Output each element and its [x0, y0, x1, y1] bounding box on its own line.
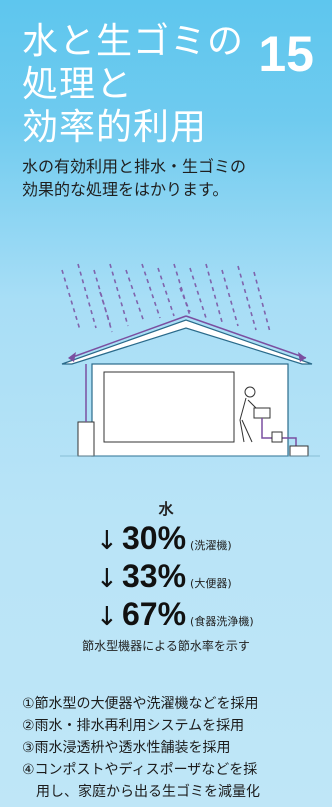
- measure-item-3: ③雨水浸透枡や透水性舗装を採用: [22, 740, 231, 756]
- rates-caption: 節水型機器による節水率を示す: [82, 639, 250, 653]
- title-line-2: 処理と: [22, 64, 134, 105]
- down-arrow-icon: ↓: [96, 602, 118, 632]
- rate-label: (大便器): [190, 577, 232, 590]
- description-line-1: 水の有効利用と排水・生ゴミの: [22, 157, 247, 176]
- title-line-3: 効率的利用: [22, 107, 208, 148]
- rate-value: 33%: [122, 558, 187, 594]
- rate-row-washing-machine: ↓ 30% (洗濯機): [96, 520, 254, 558]
- rate-row-dishwasher: ↓ 67% (食器洗浄機): [96, 596, 254, 634]
- measure-item-4-line-1: ④コンポストやディスポーザなどを採: [22, 762, 258, 778]
- measure-item-2: ②雨水・排水再利用システムを採用: [22, 718, 245, 734]
- water-saving-rates: ↓ 30% (洗濯機) ↓ 33% (大便器) ↓ 67% (食器洗浄機): [96, 520, 254, 634]
- measure-item-1: ①節水型の大便器や洗濯機などを採用: [22, 696, 259, 712]
- rain-tank: [77, 421, 95, 457]
- house-rain-illustration: [60, 263, 320, 457]
- person-icon: [239, 386, 271, 443]
- description-line-2: 効果的な処理をはかります。: [22, 180, 229, 199]
- page-title: 水と生ゴミの 処理と 効率的利用: [22, 20, 262, 149]
- down-arrow-icon: ↓: [96, 564, 118, 594]
- rate-label: (食器洗浄機): [190, 615, 254, 628]
- rain-streaks: [61, 263, 271, 333]
- rate-row-toilet: ↓ 33% (大便器): [96, 558, 254, 596]
- description: 水の有効利用と排水・生ゴミの 効果的な処理をはかります。: [22, 155, 322, 201]
- section-number: 15: [258, 26, 314, 82]
- measures-list: ①節水型の大便器や洗濯機などを採用 ②雨水・排水再利用システムを採用 ③雨水浸透…: [22, 693, 326, 803]
- house-roof: [61, 319, 313, 365]
- rate-label: (洗濯機): [190, 539, 232, 552]
- measure-item-4-line-2: 用し、家庭から出る生ゴミを減量化: [36, 784, 260, 800]
- title-line-1: 水と生ゴミの: [22, 21, 245, 62]
- water-heading: 水: [158, 500, 174, 518]
- rate-value: 67%: [122, 596, 187, 632]
- down-arrow-icon: ↓: [96, 526, 118, 556]
- rate-value: 30%: [122, 520, 187, 556]
